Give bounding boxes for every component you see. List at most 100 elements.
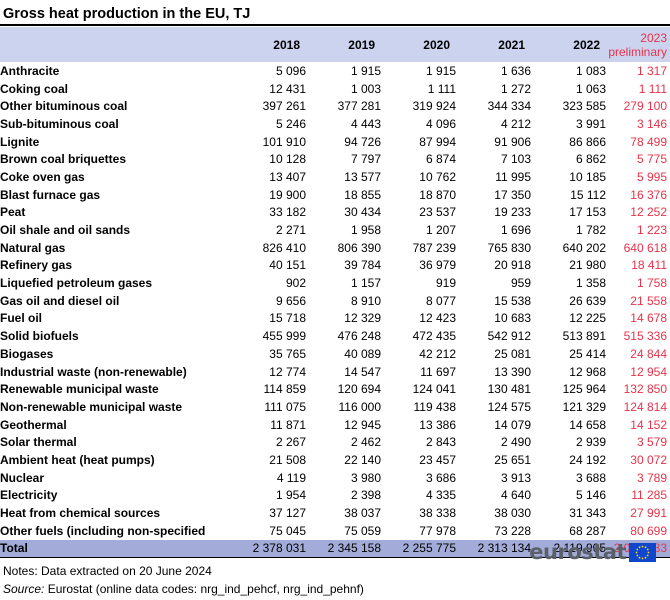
table-row: Brown coal briquettes 10 128 7 797 6 874 7 1… — [0, 150, 670, 168]
value-cell: 3 688 — [575, 470, 606, 485]
value-cell: 2 267 — [275, 435, 306, 450]
value-cell: 11 871 — [270, 417, 306, 432]
value-cell: 13 577 — [344, 169, 381, 184]
value-cell: 14 547 — [344, 364, 381, 379]
value-cell: 13 386 — [419, 417, 456, 432]
value-cell-preliminary: 1 223 — [636, 223, 667, 238]
value-cell: 94 726 — [344, 134, 381, 149]
table-row: Other fuels (including non-specified 75 0… — [0, 522, 670, 540]
value-cell-preliminary: 132 850 — [623, 382, 667, 397]
value-cell-preliminary: 30 072 — [630, 452, 667, 467]
value-cell-preliminary: 5 775 — [636, 152, 667, 167]
value-cell: 120 694 — [337, 382, 381, 397]
header-year-2023-preliminary: 2023 preliminary — [606, 27, 670, 62]
value-cell: 6 874 — [425, 152, 456, 167]
value-cell: 5 146 — [575, 488, 606, 503]
value-cell: 114 859 — [263, 382, 307, 397]
value-cell: 12 774 — [269, 364, 306, 379]
value-cell: 1 207 — [425, 223, 456, 238]
row-label: Anthracite — [0, 63, 60, 78]
value-cell-preliminary: 14 152 — [630, 417, 667, 432]
source-text: Source: Eurostat (online data codes: nrg… — [3, 582, 364, 596]
value-cell: 15 112 — [570, 187, 606, 202]
value-cell: 25 651 — [494, 452, 531, 467]
header-year-2020: 2020 — [423, 37, 450, 52]
value-cell-preliminary: 640 618 — [623, 240, 667, 255]
value-cell: 18 870 — [419, 187, 456, 202]
value-cell-preliminary: 3 579 — [636, 435, 667, 450]
value-cell: 377 281 — [337, 99, 381, 114]
value-cell: 19 233 — [494, 205, 531, 220]
value-cell: 11 995 — [495, 169, 531, 184]
value-cell: 1 696 — [500, 223, 531, 238]
row-label: Oil shale and oil sands — [0, 223, 131, 238]
value-cell: 30 434 — [344, 205, 381, 220]
value-cell: 42 212 — [419, 346, 456, 361]
value-cell: 476 248 — [337, 329, 381, 344]
table-row: Natural gas 826 410 806 390 787 239 765 830 6… — [0, 239, 670, 257]
table-row: Non-renewable municipal waste 111 075 116 … — [0, 398, 670, 416]
value-cell: 12 968 — [569, 364, 606, 379]
value-cell: 5 096 — [275, 63, 306, 78]
page-title: Gross heat production in the EU, TJ — [3, 6, 251, 22]
table-bottom-divider — [0, 557, 670, 558]
value-cell: 542 912 — [487, 329, 531, 344]
value-cell: 1 083 — [575, 63, 606, 78]
value-cell: 1 003 — [350, 81, 381, 96]
heat-production-table: 2018 2019 2020 2021 2022 2023 preliminary… — [0, 27, 670, 558]
value-cell: 33 182 — [269, 205, 306, 220]
value-cell: 3 686 — [425, 470, 456, 485]
value-cell-preliminary: 80 699 — [630, 523, 667, 538]
table-row: Solid biofuels 455 999 476 248 472 435 542 9… — [0, 327, 670, 345]
value-cell: 19 900 — [269, 187, 306, 202]
header-year-2019: 2019 — [348, 37, 375, 52]
value-cell-preliminary: 11 285 — [631, 488, 667, 503]
value-cell-preliminary: 1 111 — [638, 81, 667, 96]
row-label: Peat — [0, 205, 26, 220]
value-cell: 8 077 — [425, 293, 456, 308]
value-cell: 3 980 — [350, 470, 381, 485]
value-cell: 2 843 — [425, 435, 456, 450]
header-year-2018: 2018 — [273, 37, 300, 52]
value-cell: 7 797 — [350, 152, 381, 167]
row-label: Coke oven gas — [0, 169, 85, 184]
value-cell: 1 782 — [575, 223, 606, 238]
value-cell: 10 128 — [269, 152, 306, 167]
value-cell: 919 — [435, 276, 456, 291]
row-label: Natural gas — [0, 240, 66, 255]
value-cell: 2 255 775 — [402, 541, 456, 556]
row-label: Brown coal briquettes — [0, 152, 127, 167]
table-row: Heat from chemical sources 37 127 38 037 38… — [0, 504, 670, 522]
value-cell-preliminary: 279 100 — [623, 99, 667, 114]
value-cell: 25 081 — [494, 346, 531, 361]
value-cell: 959 — [510, 276, 531, 291]
value-cell: 35 765 — [269, 346, 306, 361]
table-row: Gas oil and diesel oil 9 656 8 910 8 077 15 … — [0, 292, 670, 310]
value-cell: 20 918 — [494, 258, 531, 273]
value-cell-preliminary: 3 146 — [636, 116, 667, 131]
value-cell-preliminary: 5 995 — [636, 169, 667, 184]
value-cell: 26 639 — [569, 293, 606, 308]
table-row: Nuclear 4 119 3 980 3 686 3 913 3 688 3 789 — [0, 469, 670, 487]
value-cell-preliminary: 78 499 — [630, 134, 667, 149]
source-label: Source: — [3, 582, 45, 596]
value-cell: 1 636 — [500, 63, 531, 78]
value-cell: 2 378 031 — [252, 541, 306, 556]
value-cell: 2 345 158 — [327, 541, 381, 556]
value-cell: 4 335 — [425, 488, 456, 503]
value-cell: 86 866 — [569, 134, 606, 149]
value-cell: 1 063 — [575, 81, 606, 96]
row-label: Renewable municipal waste — [0, 382, 159, 397]
table-row: Ambient heat (heat pumps) 21 508 22 140 23 … — [0, 451, 670, 469]
table-row: Solar thermal 2 267 2 462 2 843 2 490 2 939 3 … — [0, 433, 670, 451]
value-cell: 130 481 — [487, 382, 531, 397]
value-cell-preliminary: 515 336 — [623, 329, 667, 344]
table-row: Biogases 35 765 40 089 42 212 25 081 25 414 24… — [0, 345, 670, 363]
table-row: Blast furnace gas 19 900 18 855 18 870 17 35… — [0, 186, 670, 204]
value-cell: 319 924 — [412, 99, 456, 114]
value-cell: 9 656 — [275, 293, 306, 308]
table-row: Other bituminous coal 397 261 377 281 319 9… — [0, 97, 670, 115]
value-cell: 2 271 — [275, 223, 306, 238]
value-cell-preliminary: 14 678 — [630, 311, 667, 326]
value-cell: 87 994 — [419, 134, 456, 149]
